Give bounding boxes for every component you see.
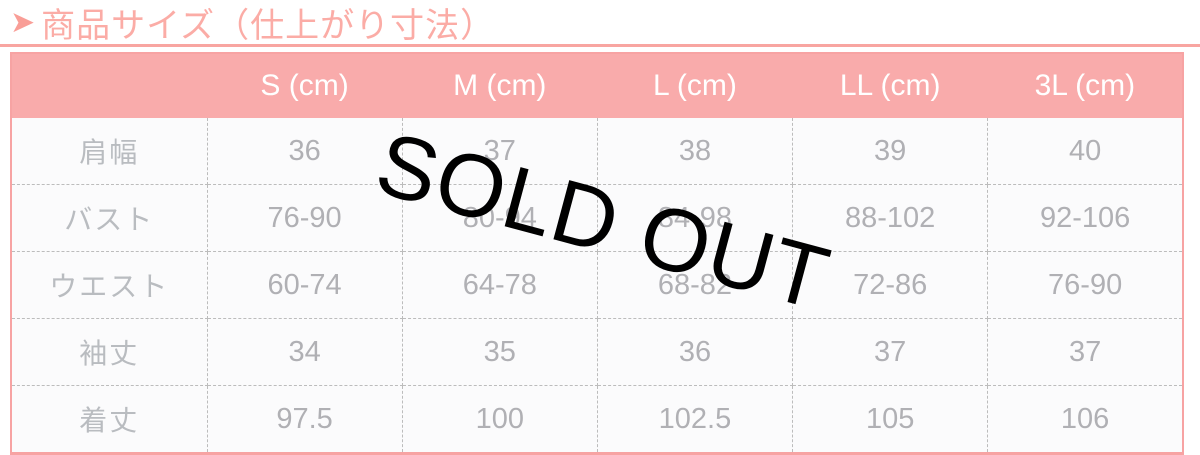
size-table-header-row: S (cm) M (cm) L (cm) LL (cm) 3L (cm) [11,53,1183,118]
row-label: ウエスト [10,251,208,319]
row-label: バスト [10,184,208,252]
size-cell: 40 [987,118,1184,185]
size-cell: 76-90 [206,184,403,252]
row-label: 袖丈 [10,318,208,386]
size-cell: 80-94 [401,184,598,252]
size-cell: 88-102 [792,184,989,252]
column-header-l: L (cm) [597,53,793,118]
size-cell: 38 [596,118,794,185]
size-cell: 60-74 [206,251,403,319]
size-cell: 37 [401,118,598,185]
size-cell: 106 [987,385,1184,454]
row-label: 肩幅 [10,118,208,185]
section-title-text: 商品サイズ（仕上がり寸法） [41,6,496,45]
size-cell: 72-86 [792,251,989,319]
size-cell: 102.5 [596,385,794,454]
size-cell: 36 [206,118,403,185]
size-cell: 68-82 [596,251,794,319]
table-row-waist: ウエスト 60-74 64-78 68-82 72-86 76-90 [10,251,1184,319]
table-row-sleeve: 袖丈 34 35 36 37 37 [10,318,1184,386]
table-row-length: 着丈 97.5 100 102.5 105 106 [10,385,1184,454]
column-header-ll: LL (cm) [792,53,988,118]
size-cell: 76-90 [987,251,1184,319]
size-cell: 97.5 [206,385,403,454]
table-row-shoulder: 肩幅 36 37 38 39 40 [10,118,1184,185]
size-cell: 100 [401,385,598,454]
size-cell: 37 [987,318,1184,386]
column-header-s: S (cm) [207,53,403,118]
size-cell: 64-78 [401,251,598,319]
corner-cell [11,53,207,118]
size-cell: 92-106 [987,184,1184,252]
size-cell: 36 [596,318,794,386]
column-header-3l: 3L (cm) [987,53,1183,118]
size-cell: 84-98 [596,184,794,252]
arrowhead-icon: ➤ [10,6,37,39]
section-title: ➤ 商品サイズ（仕上がり寸法） [0,0,1200,47]
table-row-bust: バスト 76-90 80-94 84-98 88-102 92-106 [10,184,1184,252]
product-size-table: S (cm) M (cm) L (cm) LL (cm) 3L (cm) 肩幅 … [10,52,1184,455]
row-label: 着丈 [10,385,208,454]
size-cell: 34 [206,318,403,386]
column-header-m: M (cm) [402,53,598,118]
size-cell: 37 [792,318,989,386]
size-cell: 35 [401,318,598,386]
size-cell: 39 [792,118,989,185]
size-cell: 105 [792,385,989,454]
